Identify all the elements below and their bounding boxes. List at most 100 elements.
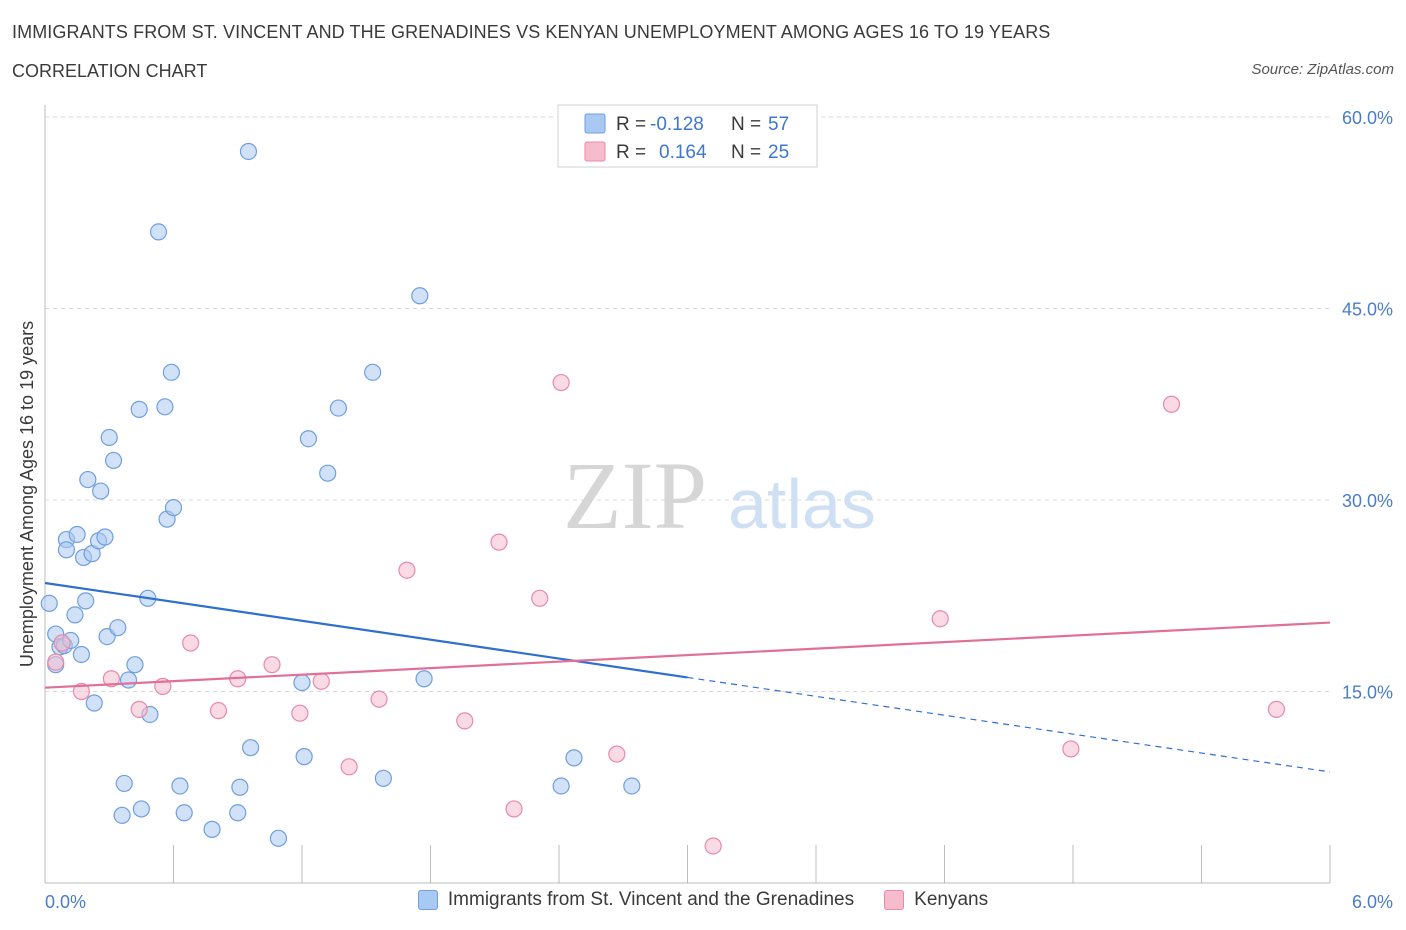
- trendline-immigrants: [44, 581, 688, 679]
- point-kenyans: [130, 700, 148, 718]
- point-kenyans: [931, 610, 949, 628]
- point-kenyans: [53, 634, 71, 652]
- stats-r-value-pink: 0.164: [659, 142, 707, 163]
- point-immigrants: [156, 398, 174, 416]
- point-immigrants: [415, 670, 433, 688]
- point-kenyans: [182, 634, 200, 652]
- point-immigrants: [79, 470, 97, 489]
- watermark: ZIP atlas: [563, 442, 876, 549]
- point-immigrants: [126, 656, 144, 674]
- point-immigrants: [411, 287, 429, 305]
- point-immigrants: [374, 769, 392, 787]
- point-kenyans: [1162, 395, 1181, 413]
- chart-subtitle: CORRELATION CHART: [12, 61, 208, 81]
- point-kenyans: [552, 373, 570, 392]
- point-immigrants: [364, 363, 382, 381]
- stats-legend: R = -0.128 N = 57 R = 0.164 N = 25: [557, 104, 818, 168]
- bottom-legend: Immigrants from St. Vincent and the Gren…: [0, 889, 1406, 911]
- stats-n-value-blue: 57: [768, 114, 789, 135]
- stats-n-label-blue: N =: [731, 114, 761, 135]
- point-kenyans: [1267, 700, 1286, 718]
- point-kenyans: [505, 800, 523, 818]
- point-kenyans: [312, 672, 330, 690]
- point-immigrants: [115, 774, 133, 793]
- trend-lines: [44, 581, 1331, 773]
- point-immigrants: [57, 541, 76, 559]
- watermark-atlas: atlas: [728, 465, 876, 543]
- point-kenyans: [263, 656, 281, 674]
- legend-label-kenyans: Kenyans: [914, 889, 989, 910]
- point-kenyans: [398, 561, 416, 579]
- stats-n-label-pink: N =: [731, 142, 761, 163]
- point-kenyans: [209, 702, 228, 720]
- point-immigrants: [269, 829, 288, 847]
- point-immigrants: [552, 777, 570, 795]
- legend-item-immigrants: Immigrants from St. Vincent and the Gren…: [417, 889, 855, 911]
- point-kenyans: [370, 690, 388, 708]
- point-kenyans: [47, 653, 65, 671]
- x-tick-label: 6.0%: [1352, 892, 1393, 912]
- point-immigrants: [293, 673, 311, 692]
- point-immigrants: [231, 778, 249, 796]
- point-immigrants: [92, 482, 110, 500]
- point-immigrants: [66, 606, 84, 624]
- point-kenyans: [291, 704, 309, 722]
- point-immigrants: [239, 142, 258, 161]
- point-immigrants: [149, 223, 168, 241]
- y-tick-label: 15.0%: [1342, 683, 1393, 703]
- point-immigrants: [203, 820, 221, 838]
- point-immigrants: [295, 748, 313, 766]
- stats-swatch-pink: [584, 141, 606, 162]
- point-kenyans: [102, 670, 120, 688]
- point-kenyans: [608, 745, 626, 763]
- y-axis-label: Unemployment Among Ages 16 to 19 years: [17, 321, 37, 667]
- stats-n-value-pink: 25: [768, 142, 789, 163]
- stats-r-label-blue: R =: [616, 114, 646, 135]
- point-immigrants: [164, 499, 183, 517]
- data-points: [40, 142, 1286, 855]
- point-immigrants: [623, 777, 641, 795]
- y-tick-label: 30.0%: [1342, 491, 1393, 511]
- point-immigrants: [229, 804, 247, 822]
- point-kenyans: [456, 712, 474, 730]
- point-kenyans: [340, 758, 358, 776]
- point-immigrants: [40, 594, 58, 613]
- legend-label-immigrants: Immigrants from St. Vincent and the Gren…: [447, 889, 855, 910]
- point-immigrants: [68, 525, 86, 544]
- point-immigrants: [162, 363, 180, 381]
- stats-swatch-blue: [584, 113, 606, 134]
- point-kenyans: [1062, 740, 1080, 758]
- trendline-kenyans: [44, 621, 1331, 689]
- grid-lines: [45, 116, 1330, 692]
- watermark-zip: ZIP: [563, 442, 707, 549]
- point-kenyans: [704, 837, 722, 855]
- point-immigrants: [299, 430, 318, 448]
- stats-r-label-pink: R =: [616, 142, 646, 163]
- point-immigrants: [100, 428, 118, 447]
- point-immigrants: [565, 749, 583, 767]
- y-tick-label: 60.0%: [1342, 108, 1393, 128]
- point-immigrants: [130, 400, 148, 418]
- point-immigrants: [329, 399, 348, 417]
- point-kenyans: [72, 682, 91, 701]
- point-immigrants: [96, 528, 114, 546]
- point-immigrants: [132, 800, 150, 818]
- trendline-immigrants-extension: [687, 676, 1331, 773]
- legend-swatch-pink: [884, 890, 905, 910]
- axes: [44, 105, 1331, 884]
- x-tick-label: 0.0%: [45, 892, 86, 912]
- y-tick-label: 45.0%: [1342, 300, 1393, 320]
- stats-r-value-blue: -0.128: [650, 114, 704, 135]
- chart-title: IMMIGRANTS FROM ST. VINCENT AND THE GREN…: [12, 22, 1051, 42]
- point-immigrants: [104, 451, 123, 470]
- point-kenyans: [490, 533, 508, 551]
- point-immigrants: [175, 804, 193, 822]
- point-kenyans: [531, 589, 549, 607]
- point-immigrants: [85, 694, 103, 712]
- point-immigrants: [171, 777, 189, 795]
- point-immigrants: [77, 592, 95, 610]
- legend-item-kenyans: Kenyans: [884, 889, 988, 911]
- tick-labels: 15.0% 30.0% 45.0% 60.0% 0.0% 6.0%: [45, 108, 1393, 912]
- point-immigrants: [113, 806, 131, 824]
- point-immigrants: [72, 645, 91, 664]
